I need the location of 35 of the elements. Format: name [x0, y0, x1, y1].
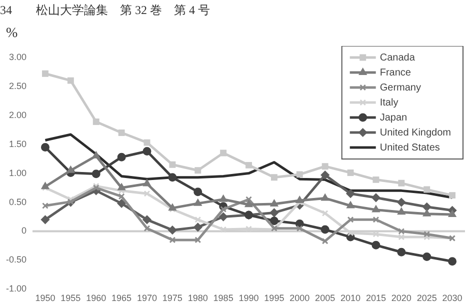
x-tick-label: 1985 — [213, 293, 234, 304]
legend-label: Canada — [380, 52, 416, 64]
x-tick-label: 2025 — [416, 293, 437, 304]
text: 34 松山大学論集 第 32 巻 第 4 号 — [0, 2, 211, 19]
legend-label: Germany — [380, 82, 421, 94]
x-tick-label: 1950 — [35, 293, 56, 304]
x-tick-label: 1970 — [136, 293, 158, 304]
legend-label: France — [380, 67, 412, 78]
x-tick-label: 2030 — [442, 293, 462, 304]
x-tick-label: 1995 — [264, 293, 284, 304]
x-tick-label: 1955 — [60, 293, 81, 304]
x-tick-label: 1960 — [86, 293, 106, 304]
y-tick-label: 3.00 — [8, 52, 27, 62]
legend-label: Italy — [380, 97, 398, 108]
y-tick-label: 1.00 — [8, 168, 27, 178]
legend-label: Japan — [380, 112, 408, 124]
y-axis-title: % — [6, 26, 18, 42]
y-tick-label: -1.00 — [6, 284, 27, 294]
x-tick-label: 2010 — [340, 293, 361, 304]
x-tick-label: 2015 — [366, 293, 386, 304]
y-tick-label: 0 — [22, 226, 27, 236]
x-tick-label: 1990 — [238, 293, 259, 304]
x-tick-label: 1975 — [162, 293, 182, 304]
legend-label: United Kingdom — [380, 127, 452, 138]
y-tick-label: 1.50 — [8, 138, 27, 149]
x-tick-label: 2005 — [315, 293, 336, 304]
y-tick-label: 2.00 — [8, 110, 27, 120]
y-tick-label: 2.50 — [8, 80, 27, 91]
y-tick-label: -0.50 — [6, 254, 27, 265]
x-tick-label: 1980 — [188, 293, 208, 304]
y-tick-label: 0.50 — [8, 196, 27, 207]
x-tick-label: 2020 — [391, 293, 412, 304]
x-tick-label: 2000 — [290, 293, 310, 304]
x-tick-label: 1965 — [112, 293, 132, 304]
legend-label: United States — [380, 142, 440, 154]
